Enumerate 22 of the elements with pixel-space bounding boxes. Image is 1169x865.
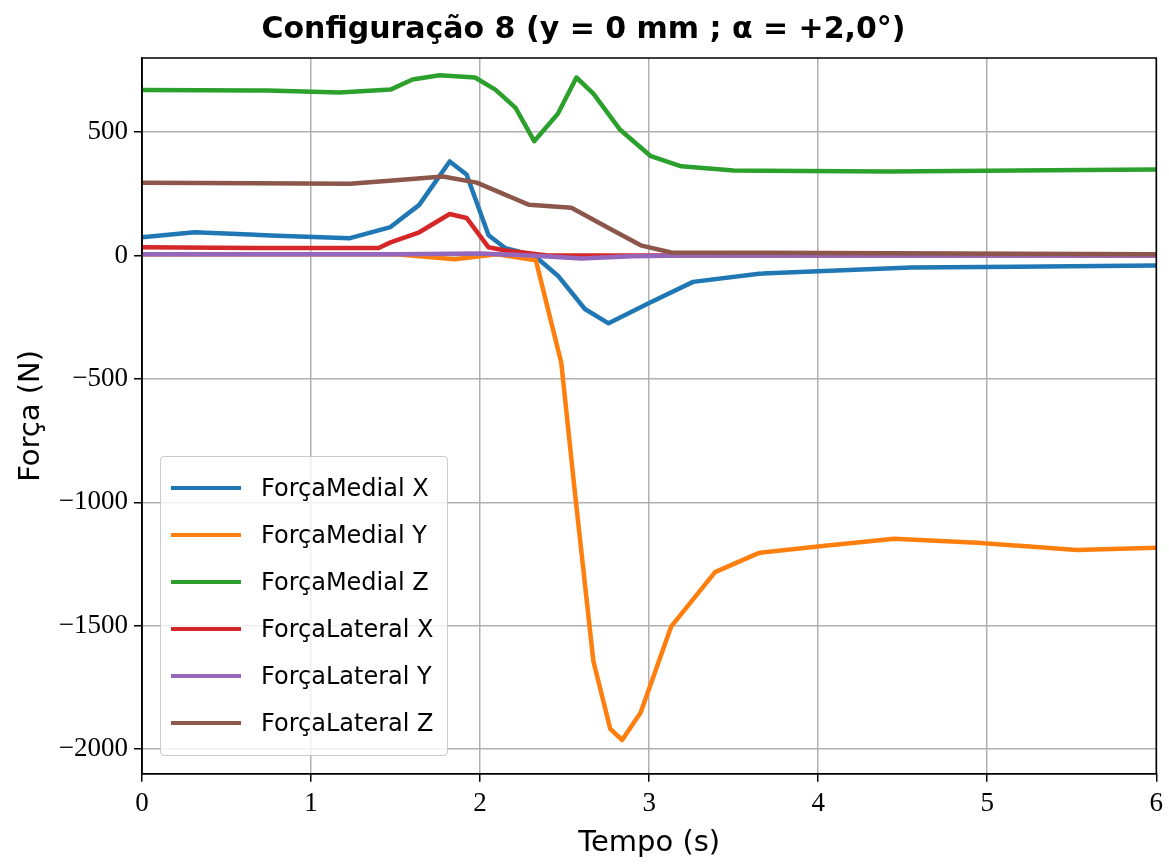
x-tick-label: 4 [811,787,826,818]
x-tick-label: 2 [473,787,487,818]
legend-label: ForçaLateral Y [261,662,432,691]
legend-label: ForçaLateral Z [261,709,434,738]
x-tick-label: 6 [1149,787,1163,818]
chart-title: Configuração 8 (y = 0 mm ; α = +2,0°) [261,9,906,45]
legend-label: ForçaLateral X [261,615,434,644]
x-axis-title: Tempo (s) [577,824,721,859]
legend-label: ForçaMedial Z [261,568,429,597]
y-tick-label: 500 [87,115,129,146]
x-tick-label: 0 [135,787,149,818]
y-tick-label: −1500 [58,608,129,639]
y-tick-label: 0 [114,238,129,269]
legend-label: ForçaMedial Y [261,521,427,550]
x-tick-label: 3 [642,787,656,818]
y-tick-label: −2000 [58,732,129,763]
y-tick-label: −500 [72,361,129,392]
y-tick-label: −1000 [58,485,129,516]
x-tick-label: 1 [304,787,318,818]
y-axis-title: Força (N) [11,349,46,482]
legend-label: ForçaMedial X [261,474,429,503]
x-tick-label: 5 [980,787,994,818]
